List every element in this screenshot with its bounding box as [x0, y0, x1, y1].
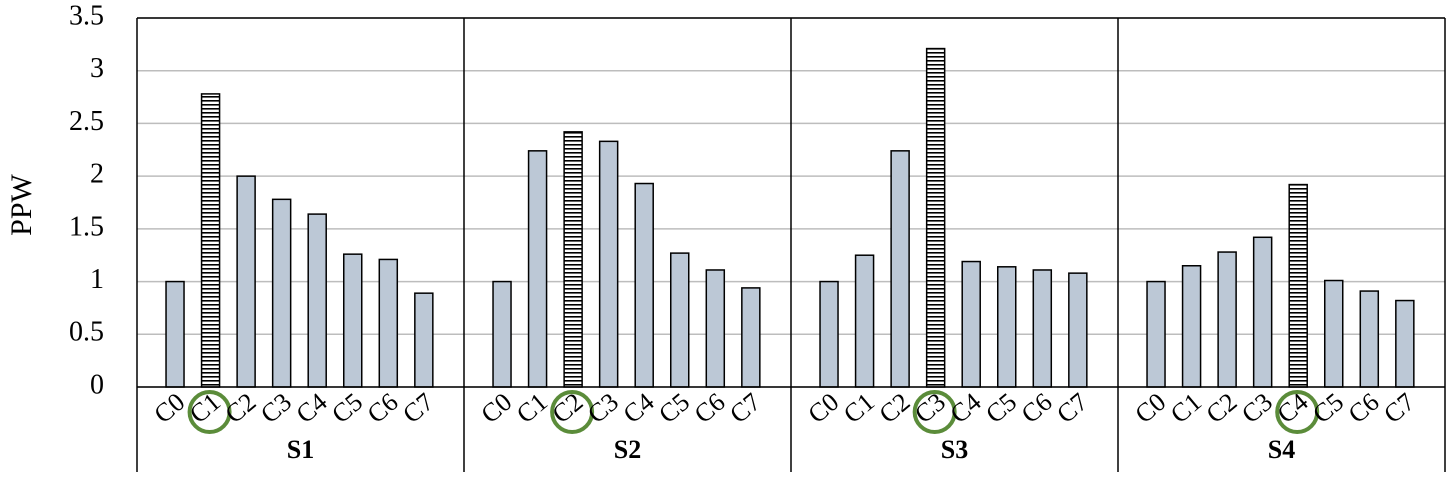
- bar: [307, 213, 327, 388]
- bar: [1288, 183, 1308, 388]
- bar: [669, 252, 690, 388]
- bar: [1181, 265, 1202, 388]
- highlight-circle: [1275, 390, 1320, 434]
- bar: [705, 269, 726, 388]
- bar: [1323, 279, 1344, 388]
- bar: [1217, 251, 1237, 388]
- bar: [527, 150, 548, 388]
- bar: [165, 280, 185, 388]
- bar: [1252, 236, 1273, 388]
- bar: [961, 260, 981, 388]
- y-tick-label: 2.5: [69, 106, 104, 137]
- highlight-circle: [912, 390, 957, 434]
- y-tick-label: 1: [90, 264, 104, 295]
- highlight-circle: [187, 390, 232, 434]
- bar: [563, 131, 583, 388]
- y-tick-label: 0.5: [69, 317, 104, 348]
- bar: [854, 254, 875, 388]
- bar: [741, 287, 761, 388]
- bar: [1359, 290, 1380, 388]
- y-tick-label: 2: [90, 159, 104, 190]
- group-label: S4: [1268, 435, 1295, 464]
- y-tick-label: 3.5: [69, 0, 104, 31]
- bar: [819, 280, 839, 388]
- bar: [634, 182, 654, 388]
- bar: [1146, 280, 1166, 388]
- bar: [200, 93, 221, 388]
- bar: [1032, 269, 1053, 388]
- bar: [342, 253, 363, 388]
- bar: [1068, 272, 1088, 388]
- y-tick-label: 1.5: [69, 211, 104, 242]
- bar: [271, 198, 292, 388]
- bar: [492, 280, 512, 388]
- bar: [1395, 299, 1415, 388]
- bar: [236, 175, 256, 388]
- bar: [996, 266, 1017, 388]
- group-label: S1: [287, 435, 314, 464]
- bar: [378, 258, 399, 388]
- y-axis-title: PPW: [5, 173, 38, 235]
- x-tick-label: C7: [724, 387, 766, 429]
- bar: [890, 150, 910, 388]
- y-tick-label: 0: [90, 369, 104, 400]
- x-tick-label: C7: [1378, 387, 1420, 429]
- y-tick-label: 3: [90, 53, 104, 84]
- x-tick-label: C7: [1051, 387, 1093, 429]
- group-label: S3: [941, 435, 968, 464]
- bar: [414, 292, 434, 388]
- group-label: S2: [614, 435, 641, 464]
- highlight-circle: [550, 390, 595, 434]
- bar: [925, 47, 946, 388]
- x-tick-label: C7: [397, 387, 439, 429]
- bar: [598, 140, 619, 388]
